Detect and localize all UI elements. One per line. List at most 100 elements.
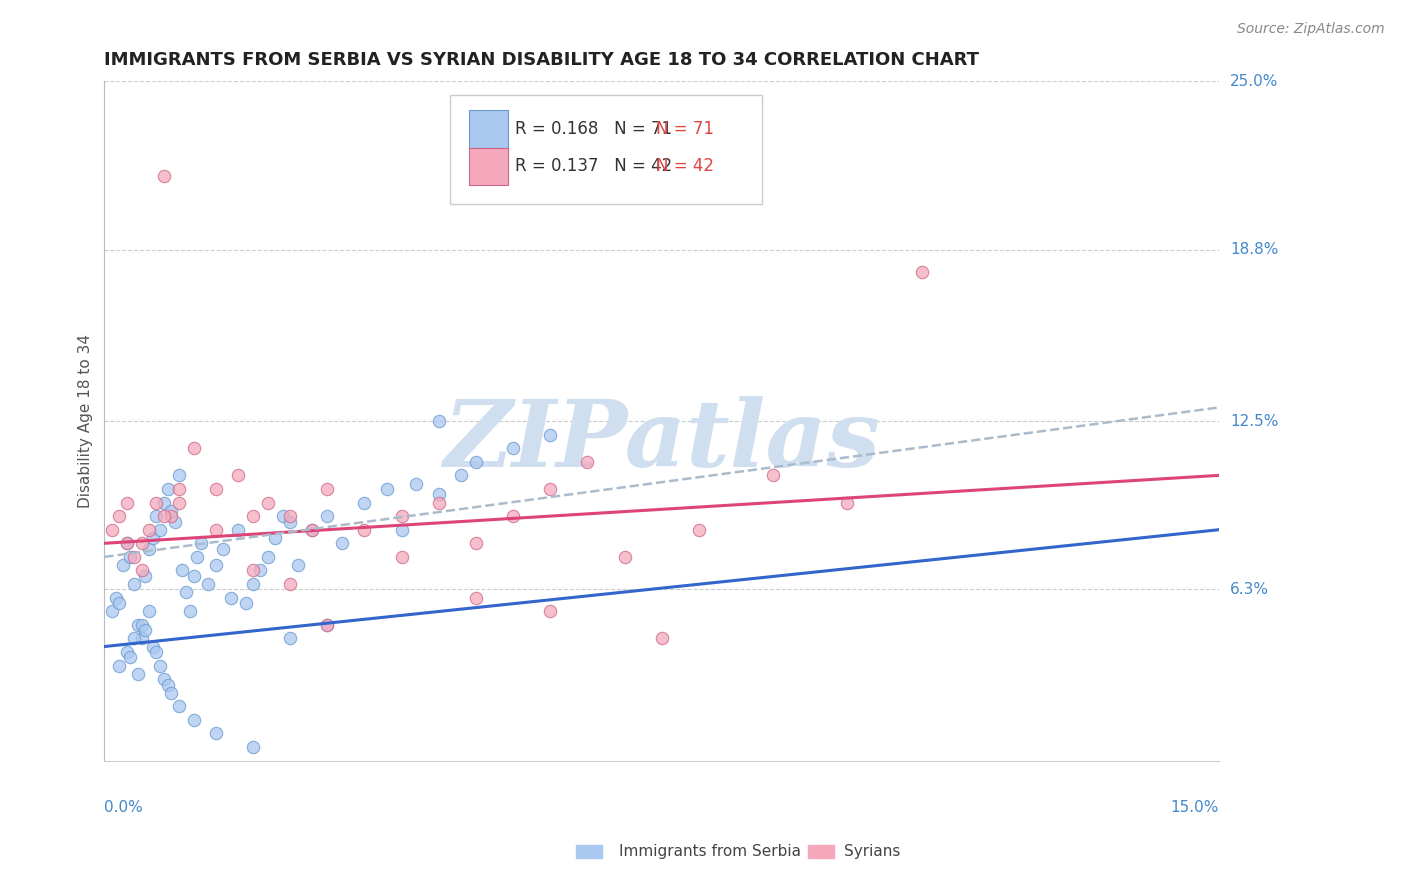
Point [197,577,219,591]
Point [145,495,167,509]
Point [138,541,160,556]
Point [613,549,636,564]
Point [576,455,599,469]
Text: 6.3%: 6.3% [1230,582,1270,597]
Point [465,591,488,605]
Point [278,515,301,529]
Point [156,677,179,691]
Point [153,509,176,524]
Point [179,604,201,618]
Text: ZIPatlas: ZIPatlas [443,396,880,486]
Point [316,617,339,632]
Point [142,531,165,545]
Point [131,536,153,550]
Point [108,658,131,673]
Point [405,476,427,491]
Point [186,549,208,564]
Point [538,604,561,618]
Point [120,549,142,564]
Point [134,569,156,583]
Point [538,482,561,496]
Point [242,740,264,755]
Point [257,549,280,564]
Point [131,632,153,646]
Point [502,509,524,524]
Point [120,650,142,665]
Point [391,549,413,564]
Point [131,564,153,578]
Text: 25.0%: 25.0% [1230,74,1278,89]
Point [145,509,167,524]
Point [837,495,859,509]
Point [257,495,280,509]
Text: N = 42: N = 42 [657,157,714,175]
Y-axis label: Disability Age 18 to 34: Disability Age 18 to 34 [79,334,93,508]
Point [101,604,124,618]
Point [502,441,524,455]
Point [127,666,149,681]
Text: N = 71: N = 71 [657,120,714,138]
Point [316,617,339,632]
Point [115,536,138,550]
Point [115,536,138,550]
Text: Source: ZipAtlas.com: Source: ZipAtlas.com [1237,22,1385,37]
Point [688,523,710,537]
Point [122,549,145,564]
Point [149,523,172,537]
Point [160,504,183,518]
Point [762,468,785,483]
Point [153,672,176,686]
Point [465,536,488,550]
Point [149,658,172,673]
Point [450,468,472,483]
Point [212,541,235,556]
Point [427,487,450,501]
Point [242,509,264,524]
Point [278,632,301,646]
Point [134,624,156,638]
Point [219,591,242,605]
Point [278,509,301,524]
Point [242,564,264,578]
Point [138,604,160,618]
Point [427,414,450,428]
Point [142,640,165,654]
Point [330,536,353,550]
Point [205,482,228,496]
Point [301,523,323,537]
Point [271,509,294,524]
Point [122,577,145,591]
Text: 0.0%: 0.0% [104,799,143,814]
Point [111,558,134,572]
Point [167,468,190,483]
Point [167,482,190,496]
Point [115,645,138,659]
Point [160,686,183,700]
Point [131,617,153,632]
Point [172,564,194,578]
Point [651,632,673,646]
Point [235,596,257,610]
Text: IMMIGRANTS FROM SERBIA VS SYRIAN DISABILITY AGE 18 TO 34 CORRELATION CHART: IMMIGRANTS FROM SERBIA VS SYRIAN DISABIL… [104,51,980,69]
Point [167,699,190,714]
FancyBboxPatch shape [468,147,508,185]
Point [156,482,179,496]
Point [205,726,228,740]
Point [264,531,287,545]
Point [104,591,127,605]
Point [153,495,176,509]
Point [183,569,205,583]
Point [153,169,176,184]
Point [160,509,183,524]
Point [375,482,398,496]
Point [249,564,271,578]
Point [911,264,934,278]
Point [101,523,124,537]
Point [538,427,561,442]
Point [174,585,197,599]
Point [226,468,249,483]
Point [391,509,413,524]
Point [115,495,138,509]
Point [242,577,264,591]
Text: 12.5%: 12.5% [1230,414,1278,428]
